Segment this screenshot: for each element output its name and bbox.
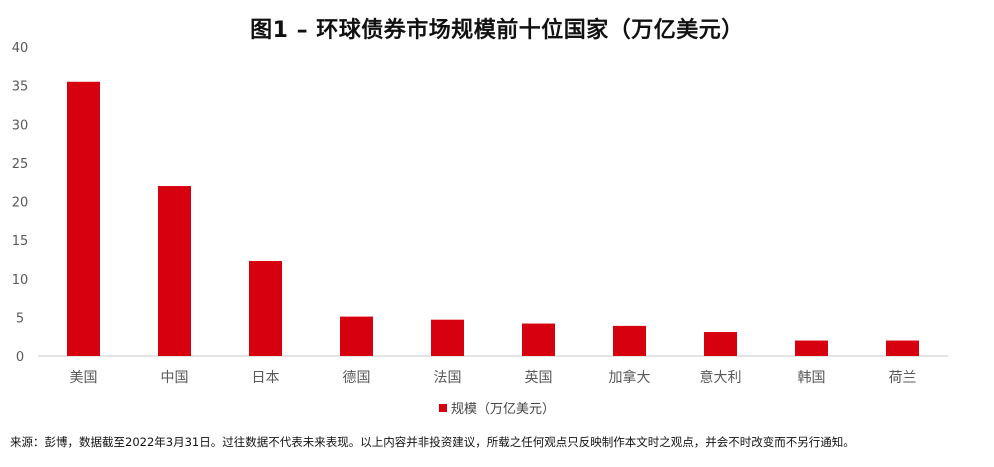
legend-label: 规模（万亿美元）: [450, 402, 555, 417]
x-tick-label: 日本: [252, 370, 280, 386]
y-tick-label: 20: [12, 196, 29, 211]
x-tick-label: 英国: [525, 369, 553, 386]
bar: [249, 260, 282, 356]
x-tick-label: 加拿大: [609, 369, 651, 386]
y-tick-label: 15: [12, 234, 29, 249]
x-tick-label: 德国: [343, 370, 371, 386]
y-tick-label: 5: [16, 311, 24, 326]
x-axis-labels: 美国 中国 日本 德国 法国 英国 加拿大 意大利 韩国 荷兰: [70, 369, 917, 386]
x-tick-label: 美国: [70, 370, 98, 386]
bar: [522, 323, 555, 356]
legend: 规模（万亿美元）: [0, 398, 994, 417]
bar: [613, 325, 646, 356]
x-tick-label: 荷兰: [889, 370, 917, 386]
y-tick-label: 10: [12, 273, 29, 288]
y-tick-label: 30: [12, 118, 29, 133]
bar: [340, 316, 373, 356]
y-tick-label: 25: [12, 157, 29, 172]
bar: [886, 340, 919, 356]
x-tick-label: 法国: [434, 370, 462, 386]
source-footnote: 来源：彭博，数据截至2022年3月31日。过往数据不代表未来表现。以上内容并非投…: [10, 435, 855, 449]
bar: [67, 81, 100, 356]
legend-swatch: [438, 404, 447, 412]
x-tick-label: 中国: [161, 370, 189, 386]
y-tick-label: 40: [12, 41, 29, 56]
bars: [67, 81, 919, 356]
bar: [158, 186, 191, 356]
chart-title: 图1 – 环球债券市场规模前十位国家（万亿美元）: [250, 18, 744, 43]
y-tick-label: 0: [16, 350, 24, 365]
y-axis-ticks: 0 5 10 15 20 25 30 35 40: [12, 41, 29, 365]
bar: [704, 332, 737, 356]
x-tick-label: 韩国: [798, 370, 826, 386]
bar: [431, 319, 464, 356]
x-tick-label: 意大利: [700, 369, 742, 386]
y-tick-label: 35: [12, 80, 29, 95]
bar: [795, 340, 828, 356]
